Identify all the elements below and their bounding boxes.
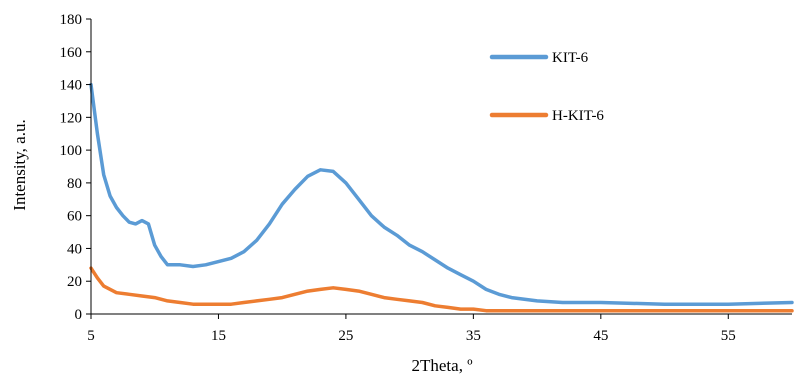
y-tick-label: 40 [67,241,82,257]
series-line-2 [89,266,794,313]
legend-label: KIT-6 [552,50,589,66]
series-line-1 [89,82,794,306]
y-tick-label: 140 [60,78,83,94]
y-tick-label: 120 [60,110,83,126]
x-tick-label: 35 [466,328,481,344]
y-tick-label: 160 [60,45,83,61]
y-tick-label: 20 [67,274,82,290]
x-tick-label: 55 [721,328,736,344]
y-ticks: 0 20 40 60 80 100 120 140 160 180 [60,12,91,323]
y-tick-label: 100 [60,143,83,159]
y-tick-label: 180 [60,12,83,28]
plot-lines [89,82,794,313]
y-tick-label: 60 [67,209,82,225]
x-tick-label: 45 [593,328,608,344]
x-ticks: 5 15 25 35 45 55 [87,314,736,344]
y-tick-label: 80 [67,176,82,192]
legend: KIT-6 H-KIT-6 [489,50,604,124]
y-axis-title: Intensity, a.u. [10,119,29,210]
x-axis-title: 2Theta, º [412,356,473,375]
legend-label: H-KIT-6 [552,108,604,124]
y-tick-label: 0 [75,307,83,323]
axes [90,19,792,315]
x-tick-label: 25 [338,328,353,344]
x-tick-label: 5 [87,328,95,344]
x-tick-label: 15 [211,328,226,344]
